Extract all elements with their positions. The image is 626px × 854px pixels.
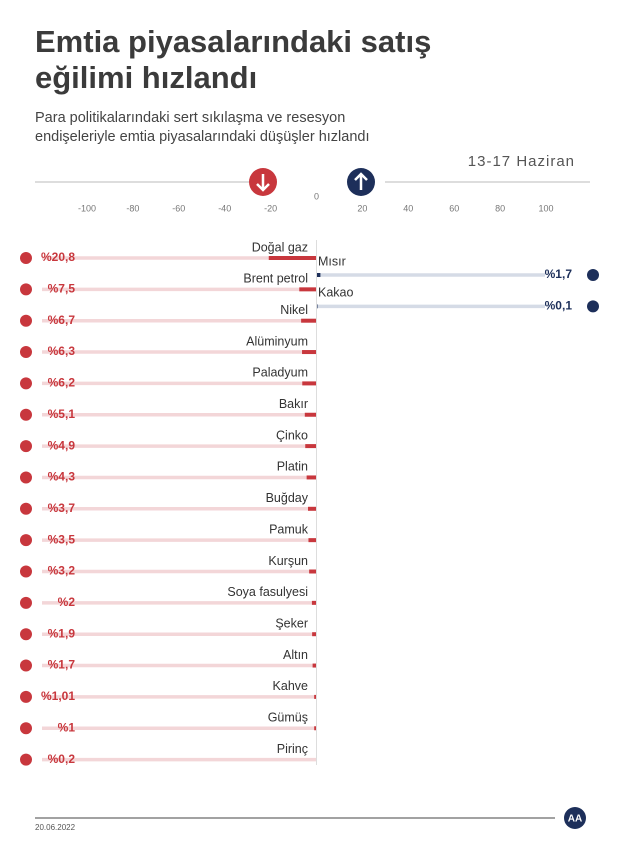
bar: [312, 632, 317, 637]
icon: [587, 269, 599, 281]
icon: [20, 314, 32, 327]
value-label: %1,9: [48, 626, 76, 640]
category-label: Kurşun: [268, 554, 308, 568]
x-tick-label: -80: [126, 203, 139, 213]
logo: AA: [564, 807, 586, 829]
icon: [20, 502, 32, 515]
category-label: Soya fasulyesi: [227, 585, 308, 599]
value-label: %3,2: [48, 564, 76, 578]
value-label: %0,1: [545, 299, 573, 313]
category-label: Paladyum: [252, 366, 308, 380]
icon: [20, 659, 32, 672]
period: 13-17 Haziran: [468, 153, 575, 170]
icon: [20, 252, 32, 264]
bar: [302, 381, 317, 386]
x-tick-label: -60: [172, 203, 185, 213]
value-label: %3,5: [48, 532, 76, 546]
bar: [301, 318, 317, 323]
bar: [304, 412, 317, 417]
category-label: Doğal gaz: [252, 240, 308, 254]
chart-title: Emtia piyasalarındaki satış: [35, 24, 431, 59]
subtitle: Para politikalarındaki sert sıkılaşma ve…: [35, 110, 345, 126]
icon: [20, 408, 32, 421]
x-tick-label: 60: [449, 203, 459, 213]
icon: [20, 565, 32, 578]
bar: [314, 726, 317, 731]
bar: [306, 475, 317, 480]
bar: [314, 694, 317, 699]
value-label: %6,3: [48, 344, 76, 358]
icon: [20, 534, 32, 547]
value-label: %1: [58, 720, 76, 734]
category-label: Gümüş: [268, 711, 308, 725]
x-tick-label: 100: [538, 203, 553, 213]
value-label: %2: [58, 595, 76, 609]
icon: [20, 628, 32, 641]
x-tick-label: -20: [264, 203, 277, 213]
chart-title: eğilimi hızlandı: [35, 60, 257, 95]
value-label: %7,5: [48, 282, 76, 296]
icon: [20, 722, 32, 735]
icon: [20, 346, 32, 359]
icon: [20, 283, 32, 296]
category-label: Şeker: [275, 616, 308, 630]
value-label: %20,8: [41, 250, 75, 264]
up-icon: [347, 168, 375, 196]
bar: [308, 506, 317, 511]
bar: [316, 273, 321, 277]
x-tick-label: 0: [314, 191, 319, 201]
category-label: Pirinç: [277, 742, 308, 756]
category-label: Mısır: [318, 254, 346, 268]
category-label: Brent petrol: [243, 272, 308, 286]
value-label: %4,9: [48, 438, 76, 452]
value-label: %6,7: [48, 313, 76, 327]
x-tick-label: -100: [78, 203, 96, 213]
bar: [312, 663, 317, 668]
x-tick-label: -40: [218, 203, 231, 213]
x-tick-label: 20: [357, 203, 367, 213]
category-label: Çinko: [276, 428, 308, 442]
category-label: Altın: [283, 648, 308, 662]
icon: [20, 440, 32, 453]
category-label: Nikel: [280, 303, 308, 317]
category-label: Platin: [277, 460, 308, 474]
value-label: %1,7: [545, 267, 573, 281]
value-label: %5,1: [48, 407, 76, 421]
bar: [308, 538, 317, 543]
category-label: Kahve: [273, 679, 308, 693]
category-label: Bakır: [279, 397, 308, 411]
category-label: Buğday: [266, 491, 309, 505]
bar: [268, 256, 317, 260]
bar: [305, 444, 317, 449]
x-tick-label: 80: [495, 203, 505, 213]
value-label: %4,3: [48, 470, 76, 484]
x-tick-label: 40: [403, 203, 413, 213]
value-label: %3,7: [48, 501, 76, 515]
date: 20.06.2022: [35, 823, 76, 832]
category-label: Kakao: [318, 286, 353, 300]
value-label: %0,2: [48, 752, 76, 766]
bar: [299, 287, 317, 292]
value-label: %6,2: [48, 376, 76, 390]
icon: [20, 471, 32, 484]
value-label: %1,01: [41, 689, 75, 703]
bar: [311, 600, 317, 605]
logo-text: AA: [568, 814, 582, 825]
bar: [309, 569, 317, 574]
category-label: Alüminyum: [246, 334, 308, 348]
icon: [20, 377, 32, 390]
down-icon: [249, 168, 277, 196]
value-label: %1,7: [48, 658, 76, 672]
icon: [20, 596, 32, 609]
icon: [20, 690, 32, 703]
icon: [20, 753, 32, 766]
subtitle: endişeleriyle emtia piyasalarındaki düşü…: [35, 129, 369, 145]
bar: [302, 350, 317, 355]
icon: [587, 300, 599, 313]
category-label: Pamuk: [269, 522, 309, 536]
